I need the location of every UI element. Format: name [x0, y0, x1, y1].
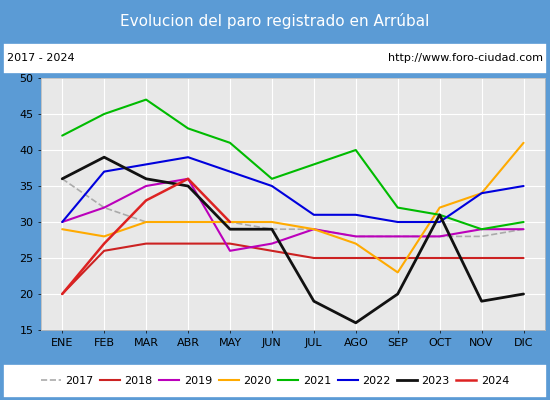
Text: 2017 - 2024: 2017 - 2024	[7, 53, 75, 63]
Legend: 2017, 2018, 2019, 2020, 2021, 2022, 2023, 2024: 2017, 2018, 2019, 2020, 2021, 2022, 2023…	[36, 372, 514, 390]
Text: http://www.foro-ciudad.com: http://www.foro-ciudad.com	[388, 53, 543, 63]
Text: Evolucion del paro registrado en Arrúbal: Evolucion del paro registrado en Arrúbal	[120, 13, 430, 29]
